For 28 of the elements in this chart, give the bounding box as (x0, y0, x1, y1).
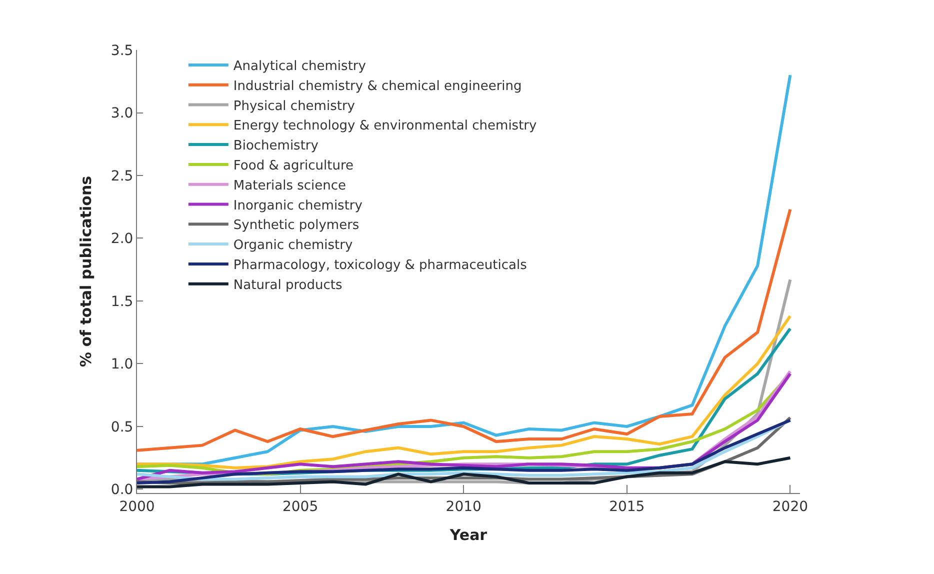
x-tick-label: 2020 (772, 498, 808, 515)
y-tick-label: 0.5 (110, 419, 134, 436)
y-axis-title: % of total publications (77, 176, 96, 368)
y-tick-label: 1.0 (110, 356, 134, 373)
x-axis-title: Year (448, 526, 488, 544)
legend-label: Synthetic polymers (233, 218, 360, 234)
x-tick-label: 2010 (446, 498, 482, 515)
x-tick-label: 2015 (609, 498, 645, 515)
y-tick-label: 0.0 (110, 482, 134, 498)
legend-label: Analytical chemistry (233, 59, 366, 74)
y-tick-label: 2.5 (110, 168, 134, 184)
legend-label: Inorganic chemistry (233, 198, 363, 214)
y-tick-label: 3.5 (110, 42, 134, 59)
legend-label: Natural products (233, 278, 342, 293)
x-tick-label: 2005 (282, 498, 318, 515)
legend-label: Food & agriculture (233, 158, 354, 174)
legend-label: Biochemistry (233, 138, 319, 154)
y-tick-label: 3.0 (110, 106, 134, 122)
legend-label: Physical chemistry (233, 98, 356, 114)
legend-label: Industrial chemistry & chemical engineering (233, 78, 522, 94)
legend-label: Energy technology & environmental chemistry (233, 118, 538, 134)
y-tick-label: 2.0 (110, 231, 134, 248)
legend-label: Pharmacology, toxicology & pharmaceuticals (233, 258, 528, 274)
legend-label: Organic chemistry (233, 238, 353, 254)
legend-label: Materials science (233, 178, 346, 194)
line-series (137, 456, 792, 488)
x-tick-label: 2000 (119, 498, 155, 515)
y-tick-label: 1.5 (110, 294, 134, 310)
